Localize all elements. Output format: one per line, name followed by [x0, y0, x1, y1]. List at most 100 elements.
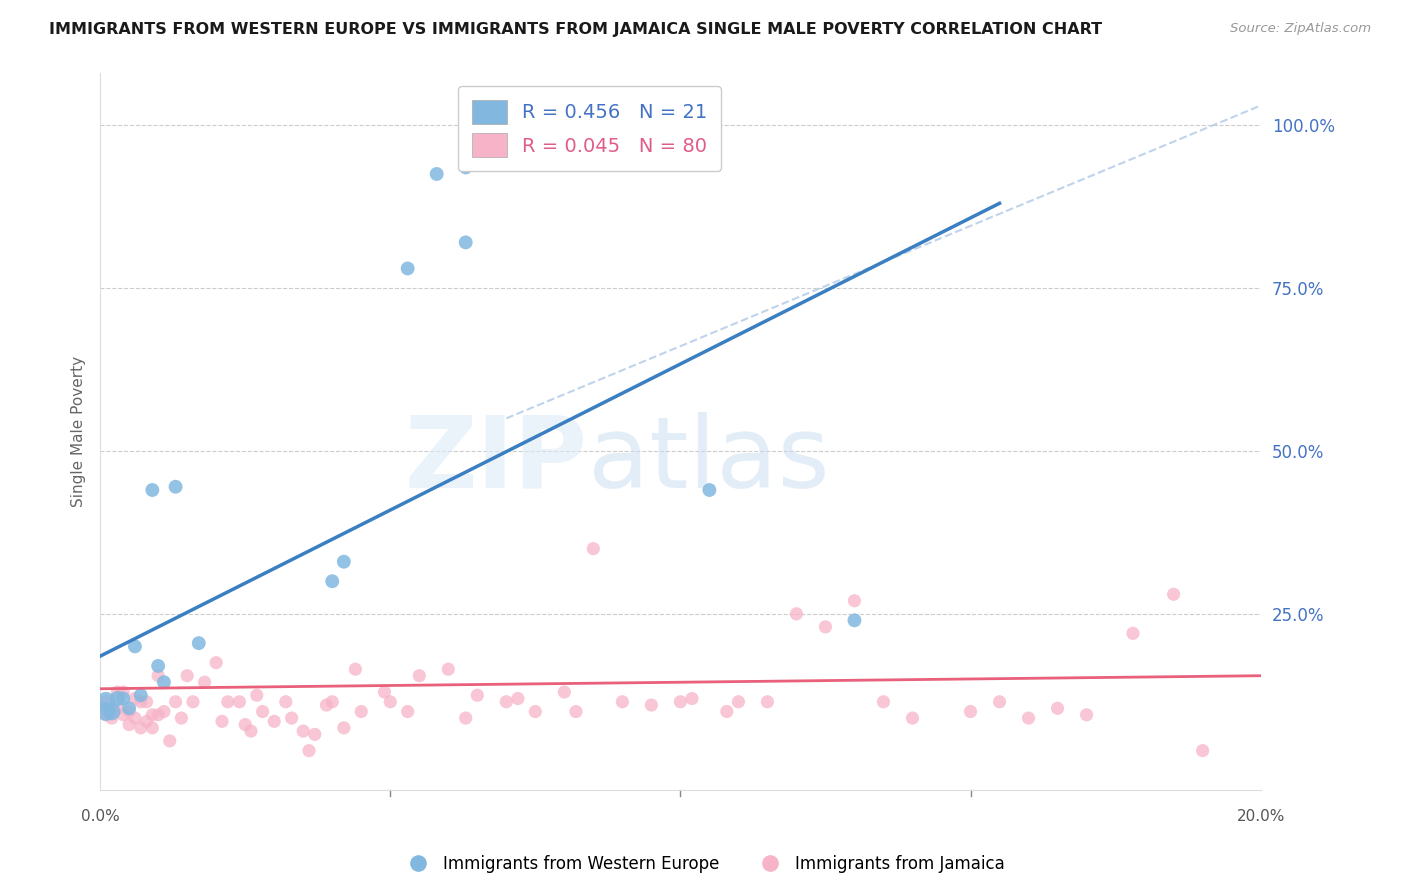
Legend: R = 0.456   N = 21, R = 0.045   N = 80: R = 0.456 N = 21, R = 0.045 N = 80: [458, 87, 721, 170]
Point: [582, 541, 605, 556]
Point: [454, 161, 477, 175]
Point: [112, 685, 135, 699]
Point: [426, 167, 449, 181]
Point: [681, 691, 703, 706]
Point: [814, 620, 837, 634]
Point: [298, 744, 321, 758]
Point: [124, 640, 146, 654]
Legend: Immigrants from Western Europe, Immigrants from Jamaica: Immigrants from Western Europe, Immigran…: [395, 848, 1011, 880]
Point: [252, 705, 274, 719]
Point: [699, 483, 721, 497]
Point: [233, 717, 256, 731]
Point: [118, 701, 141, 715]
Point: [135, 714, 157, 729]
Point: [727, 695, 749, 709]
Point: [315, 698, 337, 712]
Point: [333, 721, 356, 735]
Point: [135, 695, 157, 709]
Point: [246, 688, 269, 702]
Point: [129, 721, 152, 735]
Point: [194, 675, 217, 690]
Point: [1046, 701, 1069, 715]
Point: [640, 698, 662, 712]
Point: [176, 669, 198, 683]
Point: [124, 711, 146, 725]
Point: [146, 707, 169, 722]
Point: [124, 691, 146, 706]
Point: [872, 695, 894, 709]
Point: [321, 574, 343, 589]
Point: [181, 695, 204, 709]
Point: [107, 685, 129, 699]
Y-axis label: Single Male Poverty: Single Male Poverty: [72, 356, 86, 507]
Text: 0.0%: 0.0%: [80, 809, 120, 824]
Point: [506, 691, 529, 706]
Point: [437, 662, 460, 676]
Point: [1191, 744, 1213, 758]
Point: [118, 717, 141, 731]
Point: [785, 607, 807, 621]
Text: 20.0%: 20.0%: [1236, 809, 1285, 824]
Point: [350, 705, 373, 719]
Point: [844, 613, 866, 627]
Point: [280, 711, 302, 725]
Point: [292, 724, 315, 739]
Point: [94, 695, 117, 709]
Point: [1122, 626, 1144, 640]
Point: [756, 695, 779, 709]
Point: [100, 711, 122, 725]
Point: [396, 261, 419, 276]
Point: [165, 695, 187, 709]
Text: Source: ZipAtlas.com: Source: ZipAtlas.com: [1230, 22, 1371, 36]
Point: [211, 714, 233, 729]
Point: [153, 705, 176, 719]
Point: [565, 705, 588, 719]
Point: [380, 695, 402, 709]
Point: [94, 701, 117, 715]
Point: [112, 691, 135, 706]
Point: [553, 685, 575, 699]
Point: [344, 662, 367, 676]
Text: atlas: atlas: [588, 411, 830, 508]
Point: [94, 705, 117, 719]
Point: [100, 705, 122, 719]
Point: [118, 705, 141, 719]
Point: [454, 711, 477, 725]
Point: [1018, 711, 1040, 725]
Point: [495, 695, 517, 709]
Point: [205, 656, 228, 670]
Point: [94, 695, 117, 709]
Point: [901, 711, 924, 725]
Text: ZIP: ZIP: [405, 411, 588, 508]
Point: [146, 669, 169, 683]
Point: [396, 705, 419, 719]
Point: [669, 695, 692, 709]
Point: [112, 707, 135, 722]
Point: [129, 695, 152, 709]
Point: [844, 594, 866, 608]
Point: [959, 705, 981, 719]
Point: [321, 695, 343, 709]
Point: [94, 707, 117, 722]
Point: [524, 705, 547, 719]
Point: [187, 636, 209, 650]
Point: [304, 727, 326, 741]
Point: [240, 724, 263, 739]
Point: [228, 695, 250, 709]
Point: [159, 734, 181, 748]
Point: [107, 691, 129, 706]
Point: [129, 688, 152, 702]
Point: [333, 555, 356, 569]
Point: [988, 695, 1011, 709]
Point: [454, 235, 477, 250]
Point: [100, 705, 122, 719]
Point: [146, 659, 169, 673]
Point: [107, 701, 129, 715]
Point: [217, 695, 239, 709]
Point: [274, 695, 297, 709]
Text: IMMIGRANTS FROM WESTERN EUROPE VS IMMIGRANTS FROM JAMAICA SINGLE MALE POVERTY CO: IMMIGRANTS FROM WESTERN EUROPE VS IMMIGR…: [49, 22, 1102, 37]
Point: [263, 714, 285, 729]
Point: [408, 669, 430, 683]
Point: [716, 705, 738, 719]
Point: [465, 688, 488, 702]
